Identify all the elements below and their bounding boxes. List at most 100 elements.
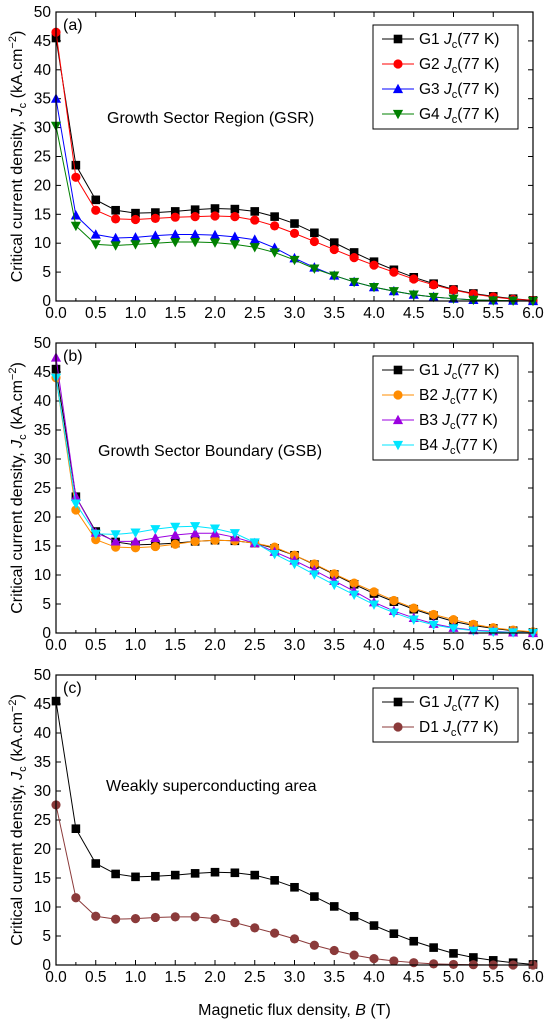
legend-marker [392,109,404,120]
data-point [428,620,439,631]
data-point [368,600,380,610]
data-point [230,212,240,222]
data-point [409,936,419,946]
legend-marker [392,414,404,425]
data-point [190,212,200,222]
data-point [369,587,379,597]
data-point [329,238,339,247]
data-point [130,214,141,225]
y-tick-label: 15 [34,870,51,887]
x-tick-label: 6.0 [522,305,544,322]
data-point [448,624,459,634]
y-axis-label: Critical current density, Jc (kA.cm−2) [7,31,29,283]
data-point [170,870,180,880]
data-point [90,529,101,540]
data-point [110,530,121,540]
data-point [90,240,101,250]
data-point [409,958,419,968]
y-tick-label: 45 [34,33,51,50]
chart-panel: 0.0 0.5 1.0 1.5 2.0 2.5 3.0 3.5 4.0 4.5 5.0 5.5 6.0 0… [7,4,544,322]
data-point [170,237,181,248]
data-point [429,609,439,620]
chart-panel: 0.0 0.5 1.0 1.5 2.0 2.5 3.0 3.5 4.0 4.5 5.0 5.5 6.0 0… [7,335,544,654]
data-point [449,949,458,958]
y-tick-label: 0 [42,625,51,642]
data-point [309,940,319,950]
data-point [428,292,439,303]
data-point [349,248,359,257]
data-point [310,228,319,238]
data-point [230,204,240,214]
x-tick-label: 1.5 [164,305,186,322]
y-tick-label: 25 [34,480,51,497]
data-point [409,274,419,284]
data-point [289,255,300,266]
data-point [310,892,319,901]
data-point [190,237,201,248]
x-tick-label: 1.0 [125,305,147,322]
data-point [110,536,121,546]
x-tick-label: 3.0 [284,637,306,654]
data-point [230,918,240,928]
y-tick-label: 5 [42,264,51,281]
data-point [150,525,161,535]
data-point [290,219,299,228]
data-point [209,238,221,248]
data-point [190,522,201,532]
data-point [170,207,180,216]
data-point [71,160,81,170]
data-point [250,215,260,225]
y-tick-label: 45 [34,364,51,381]
y-tick-label: 10 [34,235,52,252]
legend-entry: D1 Jc(77 K) [419,719,499,739]
data-point [190,229,201,239]
x-tick-label: 1.0 [125,637,147,654]
data-point [130,528,141,538]
y-tick-label: 0 [42,293,51,310]
data-point [111,205,120,215]
y-tick-label: 5 [42,928,51,945]
y-axis-label: Critical current density, Jc (kA.cm−2) [7,362,29,614]
y-tick-label: 40 [34,62,52,79]
y-tick-label: 25 [34,812,51,829]
y-tick-label: 30 [34,451,52,468]
data-point [91,535,101,545]
x-tick-label: 1.0 [125,969,147,986]
x-tick-label: 4.5 [403,637,425,654]
data-point [349,253,359,263]
plot-frame [55,11,534,302]
x-tick-label: 5.5 [482,969,504,986]
x-tick-label: 5.5 [482,637,504,654]
legend-entry: B3 Jc(77 K) [419,412,498,432]
data-point [329,244,339,255]
y-tick-label: 35 [34,422,51,439]
data-point [270,876,279,885]
data-point [150,912,160,923]
x-tick-label: 5.0 [443,305,465,322]
series-G2 [51,27,538,306]
data-point [229,240,240,250]
data-point [131,872,140,882]
data-point [91,205,101,215]
legend-entry: B2 Jc(77 K) [419,387,498,407]
data-point [429,943,438,952]
legend-entry: G2 Jc(77 K) [419,56,499,76]
data-point [130,240,141,250]
data-point [210,211,220,221]
data-point [170,529,181,540]
legend-marker [393,697,403,707]
data-point [90,229,101,239]
x-tick-label: 3.5 [323,637,345,654]
data-point [269,550,280,560]
legend-marker [393,722,403,732]
x-tick-label: 4.5 [403,305,425,322]
y-tick-label: 10 [34,567,52,584]
data-point [110,232,121,243]
data-point [388,608,399,618]
data-point [230,868,240,878]
legend: G1 Jc(77 K) G2 Jc(77 K) G3 Jc(77 K) G4 Jc(7… [372,24,519,130]
data-point [70,499,81,509]
x-tick-label: 0.0 [45,637,67,654]
x-tick-label: 1.5 [164,637,186,654]
y-axis-label: Critical current density, Jc (kA.cm−2) [7,694,29,946]
